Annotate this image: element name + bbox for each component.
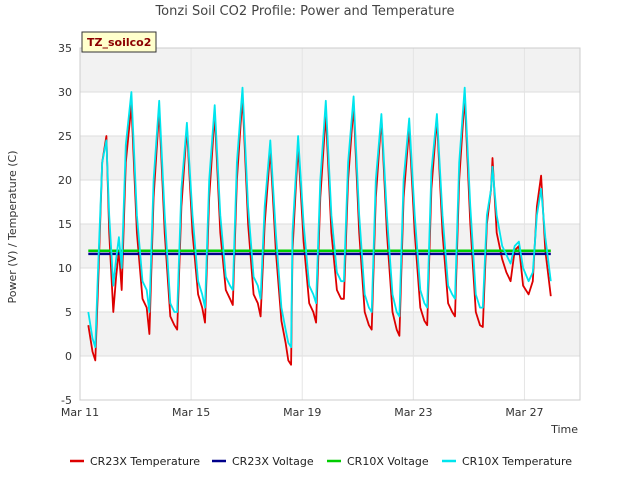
x-axis-label: Time (550, 423, 578, 436)
band (80, 268, 580, 312)
y-tick-label: 20 (58, 174, 72, 187)
x-tick-label: Mar 11 (61, 406, 99, 419)
logger-badge: TZ_soilco2 (81, 31, 157, 53)
legend: CR23X Temperature CR23X Voltage CR10X Volt… (70, 455, 572, 468)
y-tick-label: -5 (61, 394, 72, 407)
badge-label: TZ_soilco2 (87, 36, 151, 49)
legend-label-cr23x-temperature: CR23X Temperature (90, 455, 200, 468)
chart-title: Tonzi Soil CO2 Profile: Power and Temper… (154, 4, 454, 19)
y-tick-label: 25 (58, 130, 72, 143)
y-tick-label: 10 (58, 262, 72, 275)
x-tick-label: Mar 23 (394, 406, 432, 419)
x-axis-ticks: Mar 11 Mar 15 Mar 19 Mar 23 Mar 27 (61, 406, 544, 419)
y-axis-ticks: -5 0 5 10 15 20 25 30 35 (58, 42, 72, 407)
legend-label-cr10x-voltage: CR10X Voltage (347, 455, 429, 468)
y-tick-label: 5 (65, 306, 72, 319)
series-line-cr10x-temperature (87, 86, 552, 349)
series-line-cr23x-temperature (87, 95, 552, 366)
y-tick-label: 0 (65, 350, 72, 363)
y-tick-label: 35 (58, 42, 72, 55)
y-tick-label: 30 (58, 86, 72, 99)
band (80, 312, 580, 356)
y-tick-label: 15 (58, 218, 72, 231)
plot-area (79, 47, 581, 401)
x-tick-label: Mar 27 (505, 406, 543, 419)
x-tick-label: Mar 15 (172, 406, 210, 419)
band (80, 356, 580, 400)
band (80, 92, 580, 136)
series-lines (87, 86, 552, 366)
x-tick-label: Mar 19 (283, 406, 321, 419)
band (80, 224, 580, 268)
legend-label-cr10x-temperature: CR10X Temperature (462, 455, 572, 468)
band (80, 48, 580, 92)
legend-label-cr23x-voltage: CR23X Voltage (232, 455, 314, 468)
y-axis-label: Power (V) / Temperature (C) (6, 150, 19, 303)
